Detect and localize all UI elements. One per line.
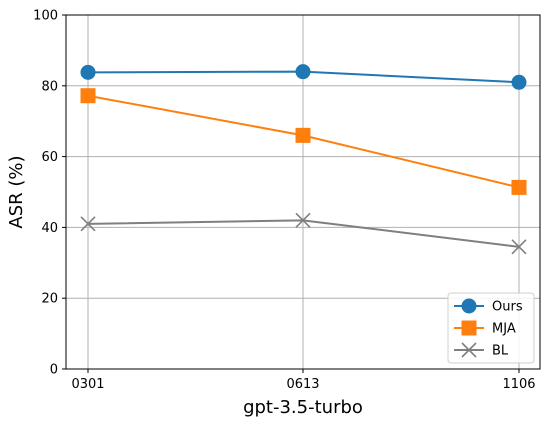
series-layer bbox=[80, 64, 527, 255]
x-tick-label: 0613 bbox=[286, 377, 319, 392]
data-point-ours bbox=[511, 74, 527, 90]
series-bl bbox=[80, 212, 527, 255]
data-point-ours bbox=[295, 64, 311, 80]
x-axis-label: gpt-3.5-turbo bbox=[243, 397, 363, 418]
data-point-mja bbox=[511, 179, 527, 195]
y-tick-label: 20 bbox=[41, 292, 58, 307]
legend-item-mja: MJA bbox=[454, 320, 516, 337]
series-mja bbox=[80, 88, 527, 195]
legend-marker-ours bbox=[461, 298, 477, 314]
legend-item-bl: BL bbox=[454, 342, 509, 359]
x-tick-label: 0301 bbox=[71, 377, 104, 392]
data-point-bl bbox=[511, 239, 527, 255]
legend: Ours MJA BL bbox=[447, 292, 535, 364]
y-axis-label: ASR (%) bbox=[6, 155, 27, 228]
data-point-ours bbox=[80, 64, 96, 80]
x-tick-label: 1106 bbox=[502, 377, 535, 392]
legend-marker-mja bbox=[461, 320, 477, 336]
y-tick-label: 100 bbox=[33, 9, 58, 24]
y-tick-label: 0 bbox=[50, 363, 58, 378]
legend-label-bl: BL bbox=[492, 344, 509, 359]
tick-layer: 0 20 40 60 80 100 0301 0613 1106 bbox=[33, 9, 535, 393]
data-point-mja bbox=[295, 127, 311, 143]
legend-item-ours: Ours bbox=[454, 298, 523, 315]
data-point-mja bbox=[80, 88, 96, 104]
legend-marker-bl bbox=[461, 342, 477, 358]
y-tick-label: 40 bbox=[41, 221, 58, 236]
data-point-bl bbox=[80, 216, 96, 232]
legend-label-mja: MJA bbox=[492, 322, 516, 337]
series-ours bbox=[80, 64, 527, 90]
legend-label-ours: Ours bbox=[492, 300, 523, 315]
y-tick-label: 80 bbox=[41, 79, 58, 94]
data-point-bl bbox=[295, 212, 311, 228]
y-tick-label: 60 bbox=[41, 150, 58, 165]
